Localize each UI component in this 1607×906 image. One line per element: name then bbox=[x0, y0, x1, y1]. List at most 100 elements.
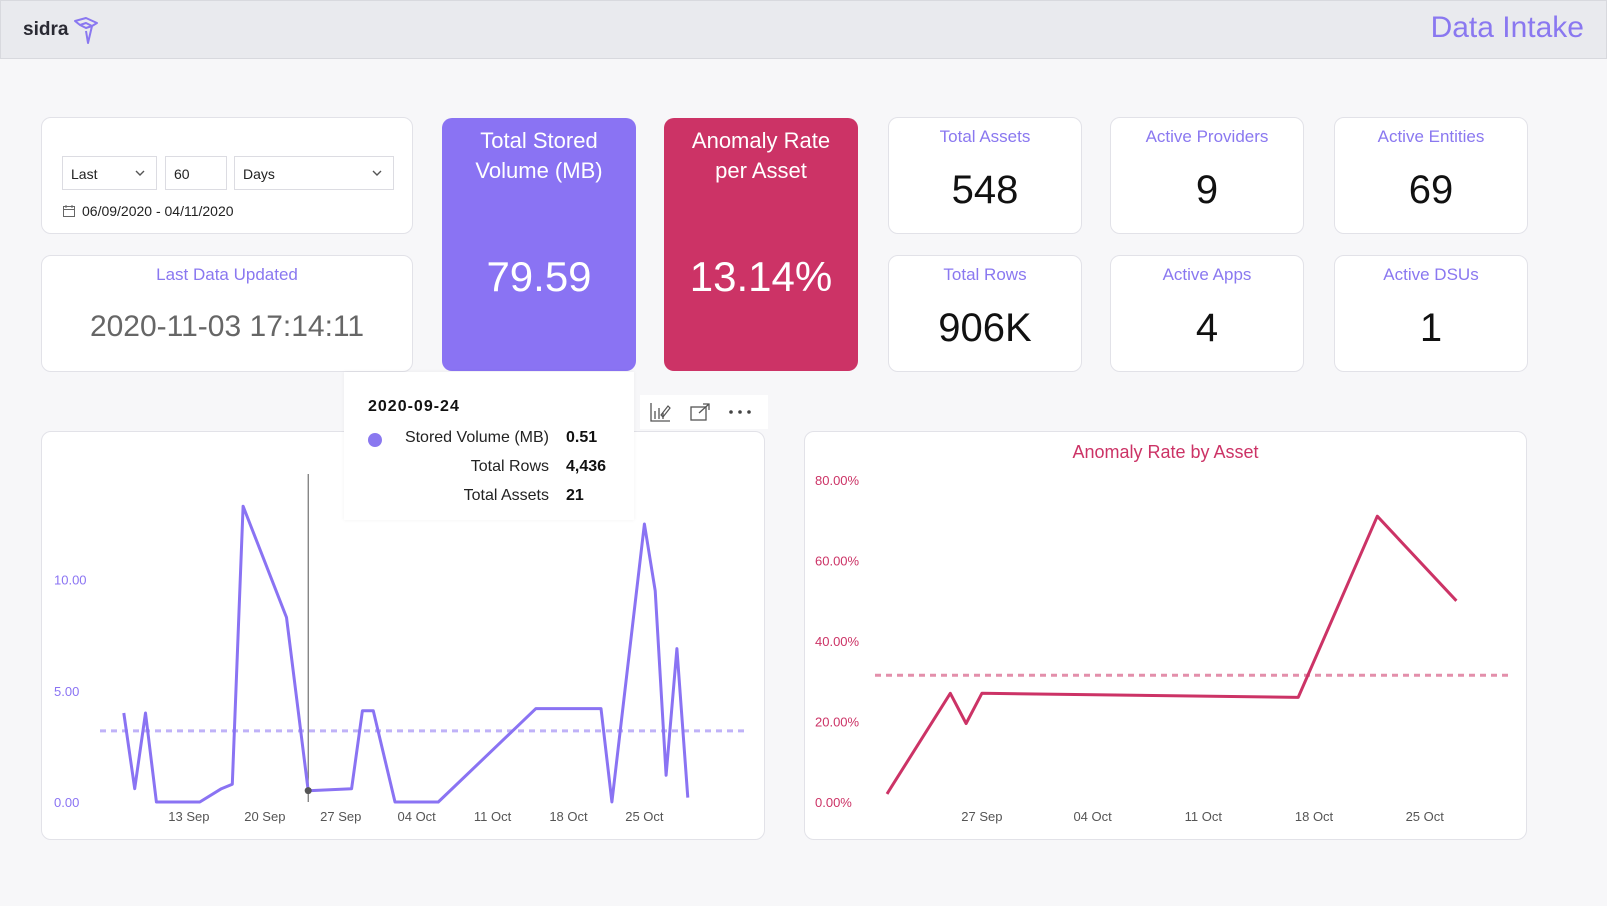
drill-chart-button[interactable] bbox=[640, 395, 680, 429]
sidra-logo[interactable]: sidra bbox=[23, 15, 100, 45]
kpi-value: 548 bbox=[951, 168, 1019, 212]
y-tick-label: 0.00 bbox=[54, 795, 79, 810]
data-point bbox=[230, 782, 234, 786]
kpi-card-active-entities[interactable]: Active Entities 69 bbox=[1334, 117, 1528, 234]
tooltip-value: 0.51 bbox=[566, 429, 598, 446]
date-filter-card: Last 60 Days 06/09/2020 - 04/11/2020 bbox=[41, 117, 413, 234]
x-tick-label: 04 Oct bbox=[1073, 809, 1112, 824]
y-tick-label: 60.00% bbox=[815, 554, 860, 569]
y-tick-label: 0.00% bbox=[815, 795, 852, 810]
x-tick-label: 18 Oct bbox=[549, 809, 588, 824]
x-tick-label: 18 Oct bbox=[1295, 809, 1334, 824]
visual-header-toolbar bbox=[640, 395, 768, 429]
relative-mode-select[interactable]: Last bbox=[62, 156, 157, 190]
data-point bbox=[686, 796, 690, 800]
kpi-title: Active Entities bbox=[1377, 127, 1485, 146]
anomaly-rate-value: 13.14% bbox=[689, 253, 833, 300]
focus-mode-icon bbox=[690, 403, 710, 421]
total-stored-volume-card[interactable]: Total Stored Volume (MB) 79.59 bbox=[442, 118, 636, 371]
x-tick-label: 25 Oct bbox=[625, 809, 664, 824]
anomaly-rate-card[interactable]: Anomaly Rate per Asset 13.14% bbox=[664, 118, 858, 371]
page-title: Data Intake bbox=[1430, 11, 1584, 44]
tooltip-label: Total Rows bbox=[470, 458, 549, 475]
data-point bbox=[885, 792, 889, 796]
x-tick-label: 27 Sep bbox=[961, 809, 1002, 824]
data-point bbox=[133, 787, 137, 791]
tooltip-label: Total Assets bbox=[463, 487, 549, 504]
x-tick-label: 25 Oct bbox=[1406, 809, 1445, 824]
drill-chart-icon bbox=[650, 403, 671, 422]
kpi-value: 1 bbox=[1419, 306, 1443, 350]
anomaly-rate-line-chart[interactable]: 0.00% 20.00% 40.00% 60.00% 80.00% 27 Sep 04 Oc… bbox=[805, 432, 1528, 841]
x-tick-label: 13 Sep bbox=[168, 809, 209, 824]
data-point bbox=[980, 691, 984, 695]
last-updated-card: Last Data Updated 2020-11-03 17:14:11 bbox=[41, 255, 413, 372]
data-point bbox=[534, 707, 538, 711]
data-point bbox=[642, 522, 646, 526]
data-point bbox=[599, 707, 603, 711]
kpi-title: Active Apps bbox=[1162, 265, 1252, 284]
relative-mode-value: Last bbox=[71, 166, 98, 182]
kpi-card-active-dsus[interactable]: Active DSUs 1 bbox=[1334, 255, 1528, 372]
data-point bbox=[964, 722, 968, 726]
date-range-text: 06/09/2020 - 04/11/2020 bbox=[82, 203, 234, 219]
data-point bbox=[360, 709, 364, 713]
data-point bbox=[1296, 695, 1300, 699]
date-range: 06/09/2020 - 04/11/2020 bbox=[62, 203, 234, 219]
tooltip-label: Stored Volume (MB) bbox=[404, 429, 549, 446]
kpi-card-active-providers[interactable]: Active Providers 9 bbox=[1110, 117, 1304, 234]
chart-tooltip: 2020-09-24 Stored Volume (MB) 0.51 Total… bbox=[344, 372, 634, 520]
y-tick-label: 10.00 bbox=[54, 573, 87, 588]
y-tick-label: 80.00% bbox=[815, 473, 860, 488]
data-point bbox=[122, 711, 126, 715]
chevron-down-icon bbox=[372, 170, 382, 176]
kpi-title: Total Assets bbox=[939, 127, 1031, 146]
kpi-value: 9 bbox=[1195, 168, 1219, 212]
tooltip-value: 21 bbox=[566, 487, 584, 504]
tooltip-row: Total Rows 4,436 bbox=[344, 458, 634, 480]
kpi-card-total-rows[interactable]: Total Rows 906K bbox=[888, 255, 1082, 372]
count-value: 60 bbox=[174, 166, 190, 182]
chart-title: Anomaly Rate by Asset bbox=[1072, 442, 1259, 462]
data-point bbox=[371, 709, 375, 713]
more-options-button[interactable] bbox=[720, 395, 760, 429]
y-tick-label: 20.00% bbox=[815, 715, 860, 730]
tooltip-row: Total Assets 21 bbox=[344, 487, 634, 509]
x-tick-label: 20 Sep bbox=[244, 809, 285, 824]
count-input[interactable]: 60 bbox=[165, 156, 227, 190]
data-point bbox=[350, 787, 354, 791]
focus-mode-button[interactable] bbox=[680, 395, 720, 429]
data-point bbox=[948, 691, 952, 695]
stored-volume-line-chart[interactable]: 0.00 5.00 10.00 13 Sep 20 Sep 27 Sep 04 Oct 11 … bbox=[42, 432, 766, 841]
data-point bbox=[285, 615, 289, 619]
x-tick-label: 27 Sep bbox=[320, 809, 361, 824]
data-point bbox=[653, 589, 657, 593]
data-point bbox=[304, 787, 312, 795]
tooltip-date: 2020-09-24 bbox=[368, 398, 460, 415]
chevron-down-icon bbox=[135, 170, 145, 176]
data-point bbox=[1454, 599, 1458, 603]
series-line bbox=[122, 504, 690, 804]
anomaly-rate-title: Anomaly Rate per Asset bbox=[674, 126, 848, 186]
tooltip-value: 4,436 bbox=[566, 458, 607, 475]
kpi-card-total-assets[interactable]: Total Assets 548 bbox=[888, 117, 1082, 234]
x-tick-label: 04 Oct bbox=[398, 809, 437, 824]
total-stored-volume-title: Total Stored Volume (MB) bbox=[452, 126, 626, 186]
anomaly-rate-chart-card[interactable]: Anomaly Rate by Asset 0.00% 20.00% 40.00% 6… bbox=[804, 431, 1527, 840]
total-stored-volume-value: 79.59 bbox=[486, 253, 592, 300]
kpi-card-active-apps[interactable]: Active Apps 4 bbox=[1110, 255, 1304, 372]
kpi-title: Active Providers bbox=[1145, 127, 1269, 146]
kpi-value: 906K bbox=[938, 306, 1032, 350]
unit-select[interactable]: Days bbox=[234, 156, 394, 190]
kpi-value: 69 bbox=[1408, 168, 1454, 212]
data-point bbox=[144, 711, 148, 715]
title-line: per Asset bbox=[715, 158, 807, 183]
title-line: Anomaly Rate bbox=[691, 128, 831, 153]
more-options-icon bbox=[729, 410, 751, 414]
data-point bbox=[1375, 514, 1379, 518]
data-point bbox=[436, 800, 440, 804]
data-point bbox=[675, 647, 679, 651]
series-dot-icon bbox=[368, 433, 382, 447]
sidra-logo-icon bbox=[74, 17, 99, 44]
title-line: Volume (MB) bbox=[475, 158, 603, 183]
